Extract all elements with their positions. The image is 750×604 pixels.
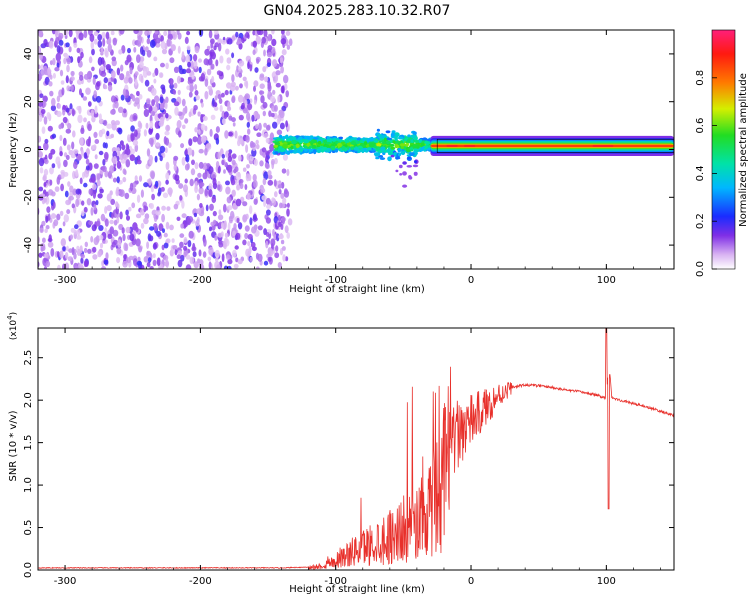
snr-y-tick-label: 2.0 <box>23 392 34 408</box>
colorbar-frame <box>711 29 736 270</box>
snr-y-tick-label: 1.5 <box>23 435 34 451</box>
snr-x-tick-label: 100 <box>597 576 616 587</box>
snr-x-label: Height of straight line (km) <box>289 584 425 595</box>
snr-y-tick-label: 0.5 <box>23 520 34 536</box>
spectrogram-y-tick-label: -40 <box>23 237 34 253</box>
page-title: GN04.2025.283.10.32.R07 <box>264 3 451 19</box>
snr-x-tick-label: 0 <box>468 576 474 587</box>
snr-y-tick-label: 2.5 <box>23 350 34 366</box>
spectrogram-x-tick-label: -200 <box>189 275 212 286</box>
snr-frame <box>37 327 675 571</box>
colorbar-label: Normalized spectral amplitude <box>738 73 749 227</box>
colorbar-tick-label: 0.0 <box>695 261 706 277</box>
spectrogram-x-tick-label: 100 <box>597 275 616 286</box>
spectrogram-y-tick-label: 0 <box>23 146 34 152</box>
colorbar: 0.0 0.2 0.4 0.6 0.8 Normalized spectral ampl… <box>695 29 749 277</box>
spectrogram-x-tick-label: -100 <box>324 275 347 286</box>
spectrogram-heatmap <box>38 30 674 269</box>
spectrogram-y-label: Frequency (Hz) <box>8 112 19 188</box>
spectrogram-y-tick-label: -20 <box>23 189 34 205</box>
snr-x-tick-label: -100 <box>324 576 347 587</box>
snr-series-line <box>38 328 674 570</box>
spectrogram-x-label: Height of straight line (km) <box>289 284 425 295</box>
snr-y-label: SNR (10 * v/v) <box>8 410 19 481</box>
snr-scale-label: (x104) <box>6 312 19 340</box>
spectrogram-y-tick-label: 40 <box>23 48 34 61</box>
snr-background <box>38 328 674 570</box>
snr-y-tick-label: 0.0 <box>23 562 34 578</box>
snr-ticks: -300 -200 -100 0 100 0.0 0.5 1.0 1.5 2.0 2.5 <box>23 328 674 587</box>
colorbar-tick-label: 0.8 <box>695 70 706 86</box>
colorbar-tick-label: 0.4 <box>695 165 706 181</box>
snr-x-tick-label: -300 <box>54 576 77 587</box>
spectrogram-y-tick-label: 20 <box>23 95 34 108</box>
colorbar-ticks: 0.0 0.2 0.4 0.6 0.8 <box>695 70 717 277</box>
colorbar-tick-label: 0.2 <box>695 213 706 229</box>
colorbar-tick-label: 0.6 <box>695 118 706 134</box>
snr-y-tick-label: 1.0 <box>23 477 34 493</box>
colorbar-gradient <box>712 30 735 269</box>
spectrogram-x-tick-label: 0 <box>468 275 474 286</box>
spectrogram-x-tick-label: -300 <box>54 275 77 286</box>
snr-x-tick-label: -200 <box>189 576 212 587</box>
snr-panel: -300 -200 -100 0 100 0.0 0.5 1.0 1.5 2.0 2.5 Heigh… <box>6 312 675 595</box>
